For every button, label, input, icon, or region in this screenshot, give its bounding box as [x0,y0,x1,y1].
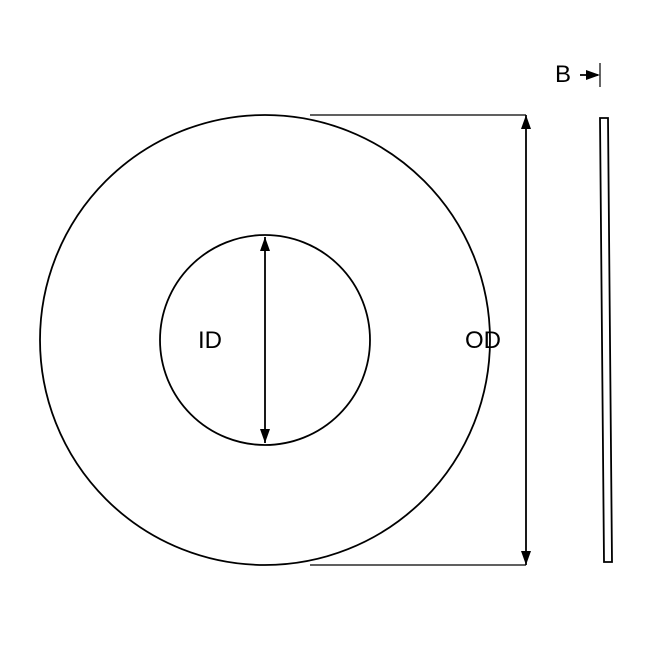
dim-label-od: OD [465,327,501,354]
dim-label-id: ID [198,327,222,354]
arrowhead [586,70,600,80]
arrowhead [521,115,531,129]
arrowhead [260,237,270,251]
dim-label-b: B [555,61,571,88]
arrowhead [521,551,531,565]
arrowhead [260,429,270,443]
washer-side-view [600,118,612,562]
